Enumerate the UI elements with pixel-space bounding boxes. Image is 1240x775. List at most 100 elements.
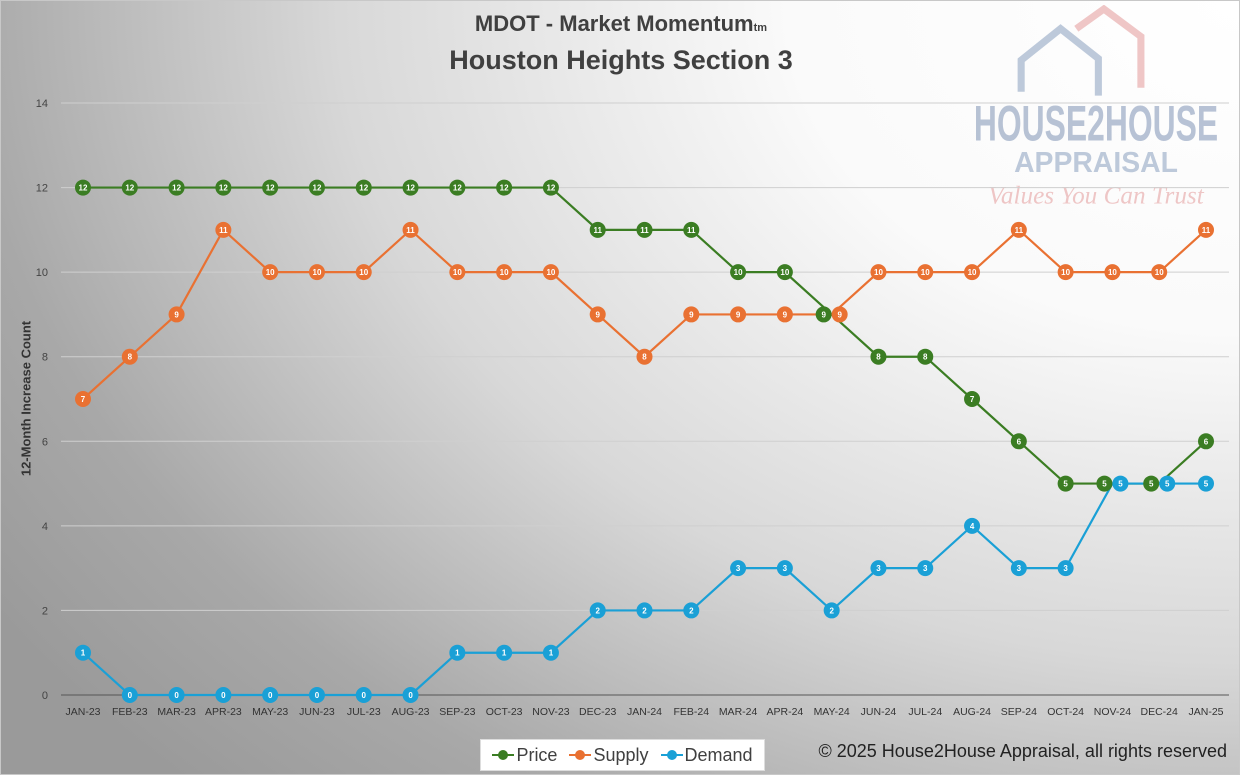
price-point bbox=[215, 179, 232, 196]
supply-data-label: 10 bbox=[266, 268, 275, 277]
demand-point bbox=[496, 644, 513, 661]
price-data-label: 5 bbox=[1063, 480, 1068, 489]
price-data-label: 5 bbox=[1149, 480, 1154, 489]
demand-data-label: 5 bbox=[1165, 480, 1170, 489]
legend-item-supply: Supply bbox=[569, 745, 649, 766]
supply-data-label: 10 bbox=[921, 268, 930, 277]
price-point bbox=[776, 264, 793, 281]
supply-point bbox=[730, 306, 747, 323]
price-data-label: 12 bbox=[313, 184, 322, 193]
demand-point bbox=[402, 687, 419, 703]
demand-point bbox=[823, 602, 840, 619]
price-point bbox=[636, 221, 653, 238]
supply-data-label: 9 bbox=[783, 310, 788, 319]
demand-point bbox=[1112, 475, 1129, 492]
supply-point bbox=[449, 264, 466, 281]
x-tick-label: FEB-24 bbox=[673, 706, 709, 718]
demand-data-label: 0 bbox=[128, 691, 133, 700]
price-point bbox=[262, 179, 279, 196]
supply-data-label: 10 bbox=[874, 268, 883, 277]
demand-point bbox=[870, 560, 887, 577]
x-tick-label: OCT-24 bbox=[1047, 706, 1084, 718]
x-tick-label: JAN-24 bbox=[627, 706, 662, 718]
demand-point bbox=[1159, 475, 1176, 492]
price-point bbox=[730, 264, 747, 281]
price-data-label: 6 bbox=[1017, 437, 1022, 446]
supply-point bbox=[1057, 264, 1074, 281]
price-data-label: 10 bbox=[780, 268, 789, 277]
supply-data-label: 9 bbox=[689, 310, 694, 319]
chart-subtitle: Houston Heights Section 3 bbox=[449, 45, 793, 75]
supply-data-label: 7 bbox=[81, 395, 86, 404]
y-tick-label: 0 bbox=[42, 690, 48, 702]
supply-point bbox=[262, 264, 279, 281]
demand-data-label: 3 bbox=[876, 564, 881, 573]
supply-point bbox=[121, 348, 138, 365]
price-data-label: 8 bbox=[923, 353, 928, 362]
supply-point bbox=[683, 306, 700, 323]
demand-point bbox=[776, 560, 793, 577]
price-data-label: 12 bbox=[453, 184, 462, 193]
x-tick-label: DEC-23 bbox=[579, 706, 617, 718]
supply-data-label: 10 bbox=[500, 268, 509, 277]
x-tick-label: JAN-25 bbox=[1188, 706, 1223, 718]
supply-point bbox=[168, 306, 185, 323]
demand-point bbox=[168, 687, 185, 703]
x-tick-label: DEC-24 bbox=[1141, 706, 1179, 718]
supply-point bbox=[1010, 221, 1027, 238]
demand-data-label: 5 bbox=[1118, 480, 1123, 489]
legend-marker-icon bbox=[660, 750, 683, 760]
demand-point bbox=[542, 644, 559, 661]
chart-title: MDOT - Market Momentumtm bbox=[1, 11, 1240, 37]
price-data-label: 9 bbox=[821, 310, 826, 319]
x-tick-label: AUG-23 bbox=[392, 706, 430, 718]
price-data-label: 12 bbox=[125, 184, 134, 193]
legend: Price Supply Demand bbox=[480, 739, 765, 771]
supply-point bbox=[964, 264, 981, 281]
demand-point bbox=[308, 687, 325, 703]
demand-point bbox=[1010, 560, 1027, 577]
demand-data-label: 4 bbox=[970, 522, 975, 531]
title-text: MDOT - Market Momentum bbox=[474, 11, 754, 36]
demand-data-label: 3 bbox=[1017, 564, 1022, 573]
price-data-label: 11 bbox=[640, 226, 649, 235]
price-data-label: 8 bbox=[876, 353, 881, 362]
price-point bbox=[1096, 475, 1113, 492]
price-point bbox=[1057, 475, 1074, 492]
price-data-label: 7 bbox=[970, 395, 975, 404]
x-tick-label: MAR-24 bbox=[719, 706, 758, 718]
demand-data-label: 1 bbox=[502, 649, 507, 658]
supply-point bbox=[542, 264, 559, 281]
supply-point bbox=[308, 264, 325, 281]
price-point bbox=[964, 391, 981, 407]
x-tick-label: FEB-23 bbox=[112, 706, 148, 718]
demand-point bbox=[636, 602, 653, 619]
x-tick-label: JUN-23 bbox=[299, 706, 335, 718]
price-data-label: 11 bbox=[593, 226, 602, 235]
supply-data-label: 8 bbox=[642, 353, 647, 362]
demand-data-label: 2 bbox=[642, 606, 647, 615]
supply-point bbox=[776, 306, 793, 323]
supply-point bbox=[402, 221, 419, 238]
supply-point bbox=[1104, 264, 1121, 281]
demand-point bbox=[355, 687, 372, 703]
x-tick-label: SEP-23 bbox=[439, 706, 475, 718]
demand-data-label: 3 bbox=[1063, 564, 1068, 573]
legend-item-price: Price bbox=[492, 745, 557, 766]
supply-data-label: 8 bbox=[128, 353, 133, 362]
supply-point bbox=[75, 391, 91, 407]
supply-line bbox=[82, 228, 1207, 400]
price-point bbox=[496, 179, 513, 196]
supply-point bbox=[831, 306, 848, 323]
legend-label: Demand bbox=[684, 744, 753, 765]
supply-data-label: 10 bbox=[1108, 268, 1117, 277]
price-point bbox=[402, 179, 419, 196]
demand-data-label: 2 bbox=[689, 606, 694, 615]
legend-label: Price bbox=[516, 744, 558, 765]
demand-point bbox=[683, 602, 700, 619]
price-data-label: 6 bbox=[1204, 437, 1209, 446]
demand-data-label: 1 bbox=[549, 649, 554, 658]
price-data-label: 12 bbox=[266, 184, 275, 193]
price-point bbox=[917, 348, 934, 365]
y-tick-label: 4 bbox=[42, 521, 48, 533]
